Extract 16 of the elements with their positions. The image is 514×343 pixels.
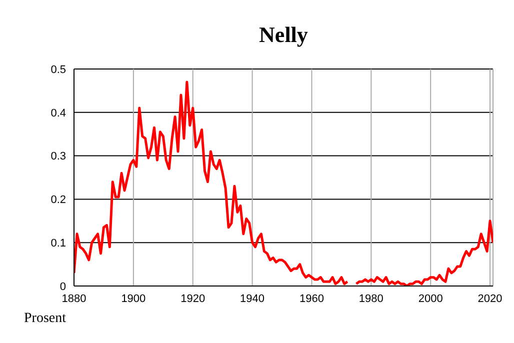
- y-tick-label: 0.3: [50, 150, 66, 163]
- x-tick-label: 1960: [299, 292, 324, 305]
- x-tick-label: 2000: [418, 292, 443, 305]
- x-tick-label: 1940: [240, 292, 265, 305]
- y-tick-label: 0: [60, 280, 66, 293]
- x-tick-label: 2020: [478, 292, 502, 305]
- y-tick-label: 0.2: [50, 194, 66, 206]
- x-tick-label: 1880: [62, 292, 86, 305]
- y-tick-label: 0.5: [50, 64, 66, 76]
- x-tick-label: 1980: [358, 292, 384, 305]
- x-tick-label: 1900: [121, 292, 146, 305]
- y-tick-label: 0.4: [50, 107, 66, 120]
- y-tick-label: 0.1: [50, 238, 66, 250]
- x-tick-label: 1920: [180, 292, 206, 305]
- chart-title: Nelly: [258, 22, 309, 48]
- y-axis-title: Prosent: [24, 311, 66, 327]
